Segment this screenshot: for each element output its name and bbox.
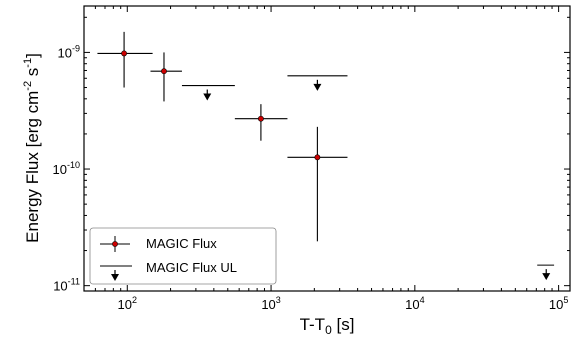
ul-arrow-head — [542, 273, 551, 281]
flux-marker — [258, 115, 264, 122]
flux-point-0 — [97, 31, 153, 88]
legend-ul-arrow-head — [111, 274, 119, 281]
data-marks — [97, 31, 555, 281]
axis-ticks — [83, 6, 570, 292]
flux-marker — [314, 154, 321, 161]
legend: MAGIC Flux MAGIC Flux UL — [89, 227, 277, 285]
y-tick-labels: 10-11 10-10 10-9 — [53, 43, 80, 293]
legend-symbol-ul — [100, 265, 132, 281]
y-tick-label: 10-11 — [53, 277, 80, 294]
ul-point-1 — [287, 75, 348, 91]
ul-arrow-head — [203, 93, 212, 101]
ul-arrow-head — [313, 83, 322, 91]
y-tick-label: 10-10 — [53, 160, 80, 177]
x-axis-label: T-T0 [s] — [300, 315, 355, 337]
flux-point-3 — [287, 126, 348, 242]
legend-entry-ul: MAGIC Flux UL — [146, 260, 237, 275]
legend-box — [89, 227, 277, 285]
flux-point-2 — [234, 104, 288, 141]
flux-point-1 — [150, 52, 182, 102]
x-tick-label: 105 — [549, 295, 568, 312]
ul-point-2 — [537, 264, 555, 281]
legend-symbol-flux — [100, 236, 130, 252]
x-tick-label: 102 — [118, 295, 137, 312]
flux-marker — [121, 50, 127, 57]
x-tick-label: 103 — [261, 295, 280, 312]
flux-marker — [161, 68, 167, 75]
x-tick-labels: 102 103 104 105 — [118, 295, 569, 312]
y-tick-label: 10-9 — [58, 43, 80, 60]
ul-point-0 — [181, 84, 235, 101]
legend-entry-flux: MAGIC Flux — [146, 236, 217, 251]
x-tick-label: 104 — [405, 295, 424, 312]
y-axis-label: Energy Flux [erg cm-2 s-1] — [22, 53, 42, 243]
plot-frame — [83, 5, 571, 292]
legend-flux-marker — [112, 241, 118, 247]
